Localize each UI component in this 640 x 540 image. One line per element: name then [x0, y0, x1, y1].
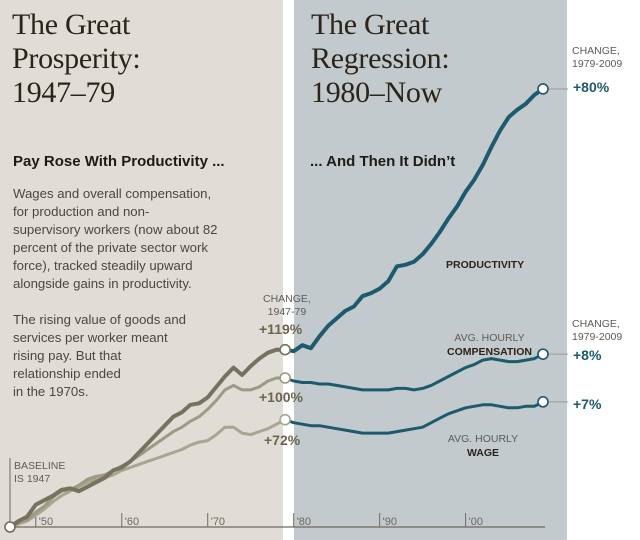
productivity-label: PRODUCTIVITY: [446, 259, 525, 271]
x-tick-label: '90: [383, 516, 397, 528]
compensation-change-1947-79: +100%: [259, 389, 303, 405]
wage-marker-2009: [537, 396, 549, 408]
intro-paragraph: Wages and overall compensation, for prod…: [13, 186, 218, 291]
x-tick-label: '80: [297, 516, 311, 528]
productivity-marker-2009: [537, 83, 549, 95]
compensation-label: AVG. HOURLY COMPENSATION: [442, 331, 537, 359]
wage-line-1979-2009: [283, 400, 545, 435]
compensation-marker-2009: [537, 348, 549, 360]
change-1947-79-label: CHANGE, 1947-79: [263, 293, 311, 318]
productivity-line-1947-79: [8, 347, 288, 529]
compensation-change-1979-2009: +8%: [573, 347, 602, 363]
wage-change-1979-2009: +7%: [573, 396, 602, 412]
explanation-paragraph: The rising value of goods and services p…: [13, 312, 187, 399]
wage-change-1947-79: +72%: [264, 432, 301, 448]
right-title: The Great Regression: 1980–Now: [311, 8, 450, 109]
change-1979-2009-label-top: CHANGE, 1979-2009: [572, 45, 623, 70]
wage-marker-1979: [279, 413, 291, 426]
x-tick-label: '60: [125, 516, 139, 528]
wage-label-bottom: WAGE: [466, 447, 500, 459]
change-1979-2009-label-bottom: CHANGE, 1979-2009: [572, 318, 623, 343]
compensation-label-bottom: COMPENSATION: [447, 346, 532, 358]
baseline-point: [4, 521, 16, 533]
productivity-line-1979-2009: [283, 86, 545, 354]
productivity-change-1979-2009: +80%: [573, 79, 610, 95]
compensation-marker-1979: [279, 372, 291, 384]
regression-panel: [294, 0, 567, 540]
left-title: The Great Prosperity: 1947–79: [12, 8, 141, 109]
compensation-line-1979-2009: [283, 352, 545, 392]
baseline-note: BASELINE IS 1947: [14, 460, 66, 485]
wage-label: AVG. HOURLY WAGE: [443, 432, 523, 460]
x-tick-label: '50: [39, 516, 53, 528]
compensation-label-top: AVG. HOURLY: [454, 332, 525, 344]
wage-line-1947-79: [8, 418, 287, 529]
productivity-change-1947-79: +119%: [259, 321, 303, 337]
wage-label-top: AVG. HOURLY: [447, 433, 519, 445]
productivity-marker-1979: [279, 343, 291, 356]
x-tick-label: '00: [469, 516, 483, 528]
x-tick-label: '70: [211, 516, 225, 528]
left-subtitle: Pay Rose With Productivity ...: [13, 153, 225, 170]
right-subtitle: ... And Then It Didn’t: [310, 153, 456, 170]
